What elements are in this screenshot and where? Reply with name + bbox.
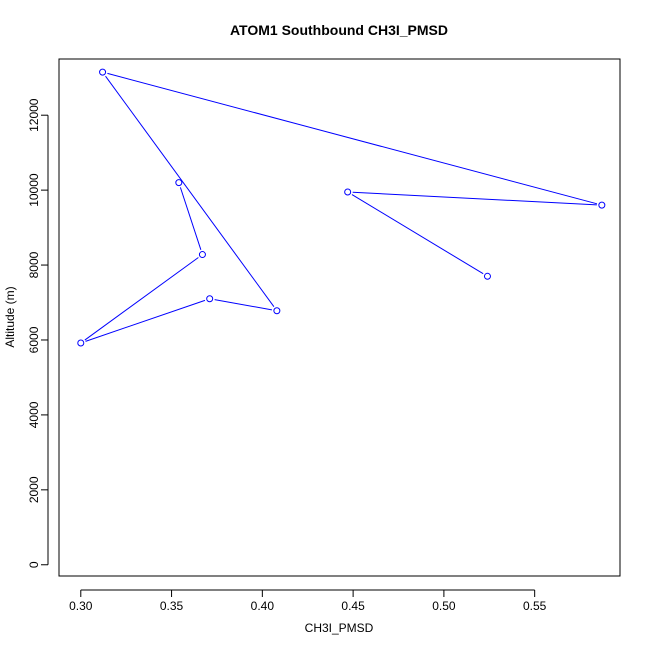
x-tick-label: 0.40 [251,599,275,613]
series-segment [179,187,202,250]
data-point [198,251,206,259]
data-point [483,272,491,280]
series-segment [107,72,598,205]
data-point [206,295,214,303]
y-axis: 0 2000 4000 6000 8000 10000 12000 [27,98,49,568]
y-tick-label: 0 [27,561,41,568]
series-segment [352,191,597,206]
series-segment [214,299,273,311]
data-point [598,201,606,209]
y-tick-label: 10000 [27,173,41,207]
data-point [99,68,107,76]
chart-title: ATOM1 Southbound CH3I_PMSD [230,22,448,38]
data-point [175,179,183,187]
series-layer [77,68,606,347]
data-point [344,188,352,196]
x-tick-label: 0.45 [341,599,365,613]
series-segment [351,194,484,275]
y-tick-label: 4000 [27,401,41,428]
x-tick-label: 0.55 [523,599,547,613]
x-axis: 0.30 0.35 0.40 0.45 0.50 0.55 [69,589,547,613]
x-tick-label: 0.50 [432,599,456,613]
series-segment [84,257,199,341]
data-point [273,307,281,315]
y-axis-label: Altitude (m) [3,286,17,347]
x-axis-label: CH3I_PMSD [305,621,374,635]
y-tick-label: 8000 [27,251,41,278]
series-segment [85,299,206,342]
data-point [77,339,85,347]
x-tick-label: 0.35 [160,599,184,613]
x-tick-label: 0.30 [69,599,93,613]
y-tick-label: 12000 [27,98,41,132]
y-tick-label: 2000 [27,476,41,503]
y-tick-label: 6000 [27,326,41,353]
plot-frame [58,58,621,577]
series-segment [105,75,275,308]
